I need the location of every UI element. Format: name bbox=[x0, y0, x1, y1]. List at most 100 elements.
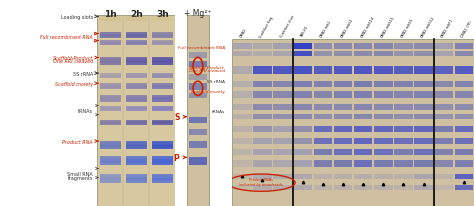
Bar bbox=[100, 161, 121, 162]
Bar bbox=[126, 61, 147, 63]
Bar bbox=[100, 86, 121, 87]
Bar bbox=[293, 185, 312, 191]
Text: Loading slots: Loading slots bbox=[61, 15, 93, 20]
Bar bbox=[253, 114, 272, 120]
Bar bbox=[126, 84, 147, 85]
Bar bbox=[314, 150, 332, 155]
Bar bbox=[100, 178, 121, 180]
Bar bbox=[100, 88, 121, 89]
Bar bbox=[374, 104, 392, 110]
Bar bbox=[354, 150, 373, 155]
Bar bbox=[354, 43, 373, 50]
Bar bbox=[126, 36, 147, 37]
Bar bbox=[100, 33, 121, 35]
Bar bbox=[152, 141, 173, 143]
Bar bbox=[414, 92, 433, 98]
Text: Full recombinant RNA: Full recombinant RNA bbox=[178, 46, 225, 49]
Bar bbox=[435, 126, 453, 132]
Bar bbox=[152, 100, 173, 101]
Bar bbox=[100, 89, 121, 90]
Bar bbox=[189, 129, 207, 135]
Bar bbox=[100, 32, 121, 33]
Bar bbox=[314, 138, 332, 144]
Bar bbox=[152, 43, 173, 44]
Bar bbox=[435, 104, 453, 110]
Bar bbox=[126, 96, 147, 97]
Bar bbox=[273, 82, 292, 88]
Bar bbox=[233, 114, 252, 120]
Text: DMB2 (7P): DMB2 (7P) bbox=[460, 20, 473, 39]
Bar bbox=[152, 44, 173, 45]
Bar bbox=[374, 126, 392, 132]
Bar bbox=[233, 138, 252, 144]
Bar bbox=[126, 161, 147, 162]
Bar bbox=[126, 106, 147, 107]
Bar bbox=[100, 99, 121, 100]
Bar bbox=[100, 60, 121, 61]
Bar bbox=[273, 185, 292, 191]
Bar bbox=[334, 185, 352, 191]
Bar bbox=[126, 76, 147, 77]
Bar bbox=[273, 67, 292, 75]
Bar bbox=[100, 106, 121, 107]
Bar bbox=[354, 161, 373, 167]
Bar bbox=[233, 52, 252, 57]
Bar bbox=[152, 38, 173, 39]
Bar bbox=[334, 150, 352, 155]
Bar bbox=[100, 36, 121, 37]
Text: DMB2-mb51: DMB2-mb51 bbox=[339, 18, 354, 39]
Bar bbox=[152, 96, 173, 97]
Text: tRNAs: tRNAs bbox=[78, 109, 93, 114]
Bar bbox=[394, 114, 413, 120]
Bar bbox=[126, 144, 147, 145]
Bar bbox=[100, 110, 121, 111]
Bar bbox=[126, 87, 147, 88]
Bar bbox=[100, 37, 121, 38]
Bar bbox=[233, 104, 252, 110]
Bar bbox=[100, 159, 121, 161]
Bar bbox=[374, 150, 392, 155]
Bar bbox=[126, 100, 147, 101]
Bar bbox=[152, 158, 173, 159]
Bar bbox=[152, 84, 173, 85]
Text: DMB2-mb55: DMB2-mb55 bbox=[400, 18, 414, 39]
Bar bbox=[293, 174, 312, 179]
Bar bbox=[152, 123, 173, 124]
Bar bbox=[455, 185, 473, 191]
Bar bbox=[394, 52, 413, 57]
Bar bbox=[414, 138, 433, 144]
Bar bbox=[273, 138, 292, 144]
Bar bbox=[152, 77, 173, 78]
Bar bbox=[126, 164, 147, 165]
Bar bbox=[100, 98, 121, 99]
Bar bbox=[394, 126, 413, 132]
Bar bbox=[435, 92, 453, 98]
Bar bbox=[152, 89, 173, 90]
Bar bbox=[435, 82, 453, 88]
Bar bbox=[435, 185, 453, 191]
Bar bbox=[152, 161, 173, 162]
Bar bbox=[414, 104, 433, 110]
Bar bbox=[314, 114, 332, 120]
Bar bbox=[152, 63, 173, 64]
Bar bbox=[126, 77, 147, 78]
Bar bbox=[126, 64, 147, 65]
Bar bbox=[152, 97, 173, 98]
Bar bbox=[253, 52, 272, 57]
Bar bbox=[435, 43, 453, 50]
Bar bbox=[273, 43, 292, 50]
Bar bbox=[273, 92, 292, 98]
Bar bbox=[100, 38, 121, 39]
Bar bbox=[152, 58, 173, 59]
Bar bbox=[394, 82, 413, 88]
Bar bbox=[100, 84, 121, 85]
Bar bbox=[152, 88, 173, 89]
Bar bbox=[152, 145, 173, 147]
Bar bbox=[152, 144, 173, 145]
Bar bbox=[273, 52, 292, 57]
Bar bbox=[394, 150, 413, 155]
Bar bbox=[126, 147, 147, 148]
Bar bbox=[126, 143, 147, 144]
Bar bbox=[100, 147, 121, 148]
Bar bbox=[394, 67, 413, 75]
